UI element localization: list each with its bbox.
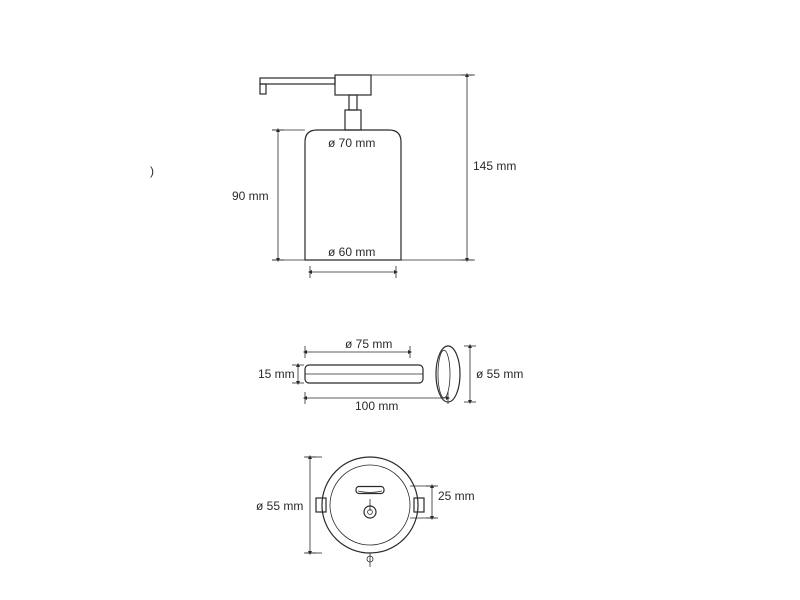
svg-text:ø 55 mm: ø 55 mm xyxy=(476,367,523,381)
svg-text:90 mm: 90 mm xyxy=(232,189,269,203)
svg-text:ø 75 mm: ø 75 mm xyxy=(345,337,392,351)
svg-text:ø 70 mm: ø 70 mm xyxy=(328,136,375,150)
front-view: 145 mm 90 mm ø 70 mm ø 60 mm xyxy=(232,75,516,278)
stray-mark: ) xyxy=(150,164,154,178)
svg-text:15 mm: 15 mm xyxy=(258,367,295,381)
svg-text:ø 60 mm: ø 60 mm xyxy=(328,245,375,259)
rear-view: ø 55 mm 25 mm xyxy=(256,457,475,567)
svg-text:ø 55 mm: ø 55 mm xyxy=(256,499,303,513)
side-view: ø 75 mm 15 mm 100 mm ø 55 mm xyxy=(258,337,523,413)
svg-text:100 mm: 100 mm xyxy=(355,399,398,413)
svg-text:145 mm: 145 mm xyxy=(473,159,516,173)
svg-text:25 mm: 25 mm xyxy=(438,489,475,503)
